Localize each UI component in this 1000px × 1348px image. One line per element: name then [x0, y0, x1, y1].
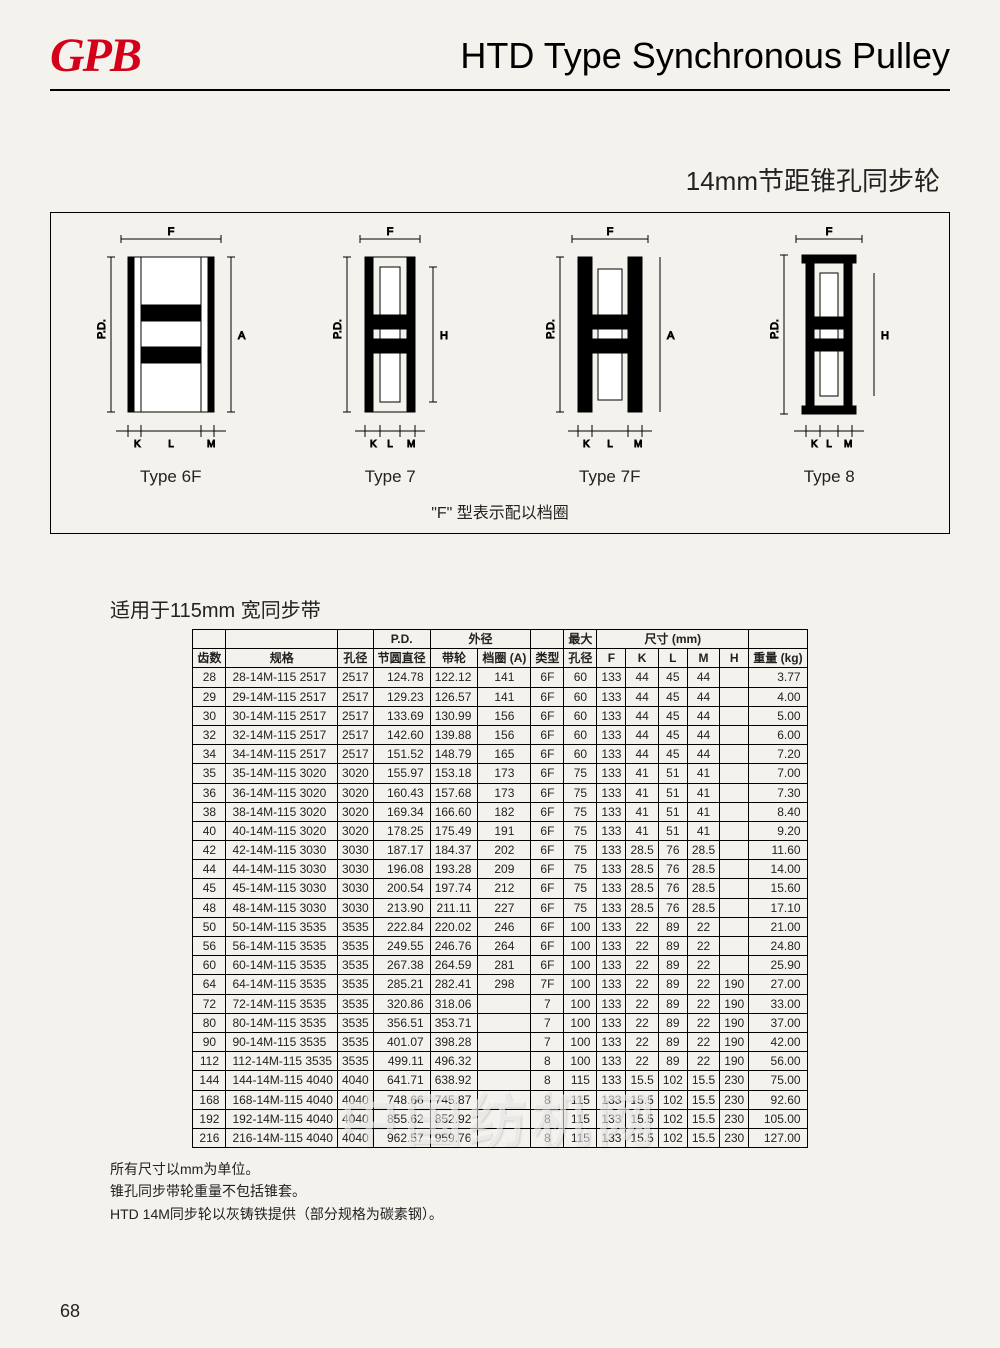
svg-text:L: L	[387, 439, 393, 450]
page-subtitle: 14mm节距锥孔同步轮	[50, 161, 950, 198]
diagram-label-7f: Type 7F	[500, 467, 720, 487]
svg-text:H: H	[440, 330, 448, 342]
brand-logo: GPB	[50, 28, 140, 83]
table-row: 3030-14M-115 25172517133.69130.991566F60…	[193, 706, 807, 725]
footnote-line: 所有尺寸以mm为单位。	[110, 1158, 950, 1180]
diagram-type-6f: F P.D. A K L M Type 6F	[61, 227, 281, 487]
table-title: 适用于115mm 宽同步带	[110, 594, 950, 623]
diagram-type-7: F P.D. H KL M Type 7	[281, 227, 501, 487]
svg-text:F: F	[826, 227, 833, 238]
table-header: P.D.外径最大尺寸 (mm)齿数规格孔径节圆直径带轮档圈 (A)类型孔径FKL…	[193, 630, 807, 668]
table-row: 9090-14M-115 35353535401.07398.287100133…	[193, 1032, 807, 1051]
diagram-type-7f: F P.D. A K L M Type 7F	[500, 227, 720, 487]
table-row: 3232-14M-115 25172517142.60139.881566F60…	[193, 725, 807, 744]
table-row: 7272-14M-115 35353535320.86318.067100133…	[193, 994, 807, 1013]
table-row: 112112-14M-115 35353535499.11496.3281001…	[193, 1052, 807, 1071]
footnotes: 所有尺寸以mm为单位。 锥孔同步带轮重量不包括锥套。 HTD 14M同步轮以灰铸…	[110, 1158, 950, 1225]
table-row: 216216-14M-115 40404040962.57959.7681151…	[193, 1128, 807, 1147]
svg-text:P.D.: P.D.	[96, 319, 108, 339]
svg-text:L: L	[168, 439, 174, 450]
table-row: 2929-14M-115 25172517129.23126.571416F60…	[193, 687, 807, 706]
svg-text:A: A	[667, 330, 675, 342]
pulley-diagram-6f-icon: F P.D. A K L M	[86, 227, 256, 457]
page-number: 68	[60, 1301, 80, 1322]
svg-text:M: M	[844, 439, 852, 450]
pulley-diagram-8-icon: F P.D. H KL M	[754, 227, 904, 457]
table-row: 3838-14M-115 30203020169.34166.601826F75…	[193, 802, 807, 821]
table-row: 4545-14M-115 30303030200.54197.742126F75…	[193, 879, 807, 898]
diagram-label-8: Type 8	[720, 467, 940, 487]
svg-text:P.D.: P.D.	[545, 319, 557, 339]
diagram-note: "F" 型表示配以档圈	[61, 499, 939, 523]
svg-text:M: M	[207, 439, 215, 450]
table-row: 4848-14M-115 30303030213.90211.112276F75…	[193, 898, 807, 917]
table-row: 144144-14M-115 40404040641.71638.9281151…	[193, 1071, 807, 1090]
svg-text:H: H	[881, 330, 889, 342]
table-row: 3434-14M-115 25172517151.52148.791656F60…	[193, 745, 807, 764]
page-header: GPB HTD Type Synchronous Pulley	[50, 28, 950, 91]
table-row: 3535-14M-115 30203020155.97153.181736F75…	[193, 764, 807, 783]
svg-text:F: F	[167, 227, 174, 238]
table-row: 5656-14M-115 35353535249.55246.762646F10…	[193, 937, 807, 956]
pulley-diagram-7-icon: F P.D. H KL M	[315, 227, 465, 457]
page-title: HTD Type Synchronous Pulley	[460, 35, 950, 77]
table-row: 2828-14M-115 25172517124.78122.121416F60…	[193, 668, 807, 687]
table-body: 2828-14M-115 25172517124.78122.121416F60…	[193, 668, 807, 1148]
svg-text:K: K	[134, 439, 141, 450]
svg-text:P.D.: P.D.	[332, 319, 344, 339]
svg-text:M: M	[407, 439, 415, 450]
spec-table: P.D.外径最大尺寸 (mm)齿数规格孔径节圆直径带轮档圈 (A)类型孔径FKL…	[192, 629, 807, 1148]
table-row: 8080-14M-115 35353535356.51353.717100133…	[193, 1013, 807, 1032]
table-row: 3636-14M-115 30203020160.43157.681736F75…	[193, 783, 807, 802]
table-row: 192192-14M-115 40404040855.62852.9281151…	[193, 1109, 807, 1128]
svg-text:A: A	[238, 330, 246, 342]
table-row: 6464-14M-115 35353535285.21282.412987F10…	[193, 975, 807, 994]
svg-text:P.D.: P.D.	[769, 319, 781, 339]
diagram-row: F P.D. A KLM Type 6F	[61, 227, 939, 487]
svg-text:K: K	[811, 439, 818, 450]
svg-text:K: K	[370, 439, 377, 450]
diagram-label-7: Type 7	[281, 467, 501, 487]
svg-text:L: L	[607, 439, 613, 450]
table-row: 4040-14M-115 30203020178.25175.491916F75…	[193, 821, 807, 840]
table-row: 4444-14M-115 30303030196.08193.282096F75…	[193, 860, 807, 879]
table-row: 5050-14M-115 35353535222.84220.022466F10…	[193, 917, 807, 936]
svg-text:F: F	[606, 227, 613, 238]
svg-text:M: M	[634, 439, 642, 450]
svg-text:K: K	[583, 439, 590, 450]
table-row: 4242-14M-115 30303030187.17184.372026F75…	[193, 841, 807, 860]
pulley-diagram-7f-icon: F P.D. A K L M	[530, 227, 690, 457]
table-row: 168168-14M-115 40404040748.66745.8781151…	[193, 1090, 807, 1109]
diagram-label-6f: Type 6F	[61, 467, 281, 487]
svg-text:L: L	[826, 439, 832, 450]
table-row: 6060-14M-115 35353535267.38264.592816F10…	[193, 956, 807, 975]
diagram-type-8: F P.D. H KL M Type 8	[720, 227, 940, 487]
footnote-line: HTD 14M同步轮以灰铸铁提供（部分规格为碳素钢）。	[110, 1203, 950, 1225]
diagram-panel: F P.D. A KLM Type 6F	[50, 212, 950, 534]
footnote-line: 锥孔同步带轮重量不包括锥套。	[110, 1180, 950, 1202]
svg-text:F: F	[387, 227, 394, 238]
